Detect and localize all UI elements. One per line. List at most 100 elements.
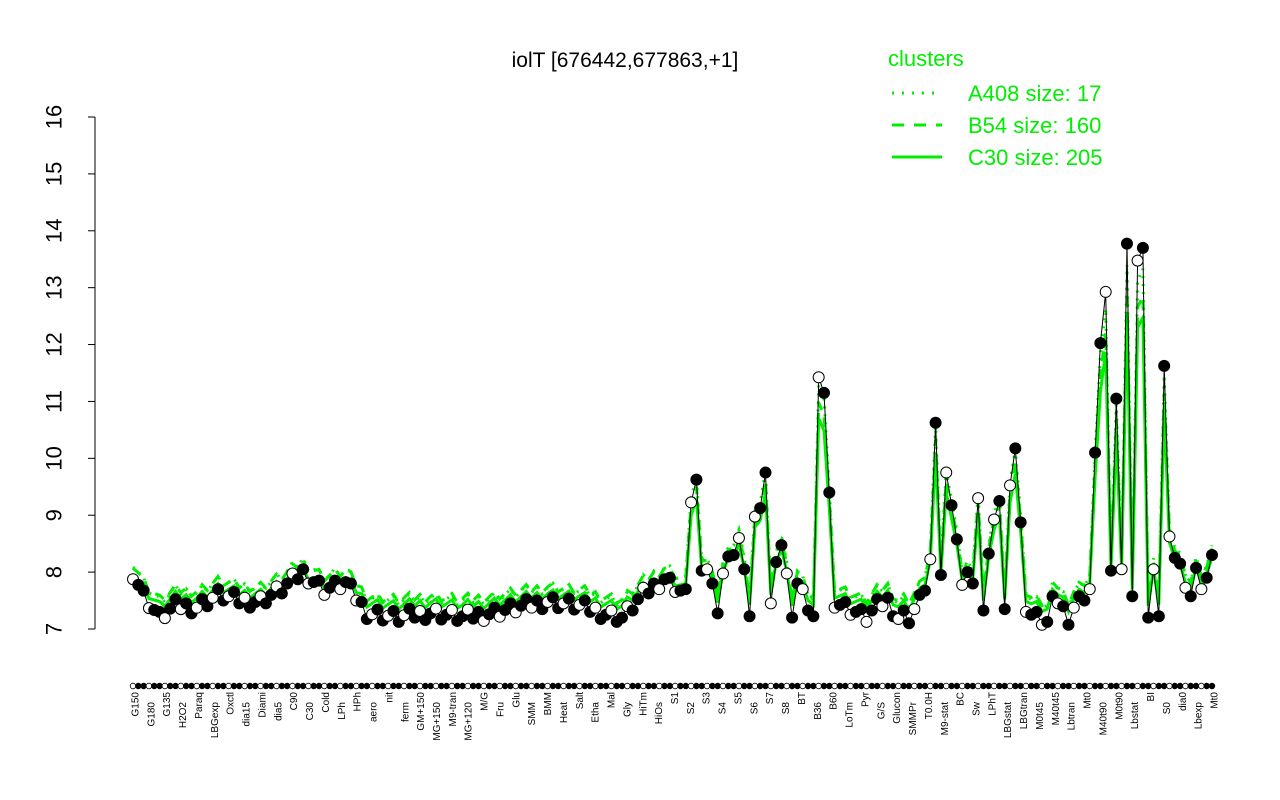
condition-marker — [735, 682, 743, 690]
data-point — [1083, 583, 1096, 596]
data-point — [1136, 241, 1149, 254]
condition-marker — [225, 682, 232, 690]
x-tick-label: S1 — [670, 692, 681, 705]
x-tick-label: M0t45 — [1035, 702, 1046, 730]
x-tick-label: HPh — [353, 692, 364, 711]
condition-marker — [624, 682, 631, 690]
condition-marker — [576, 682, 583, 690]
x-tick-label: HiTm — [638, 692, 649, 716]
data-point — [1004, 479, 1017, 492]
condition-marker — [1054, 682, 1062, 690]
x-tick-label: dia15 — [242, 702, 253, 727]
data-point — [1057, 600, 1070, 613]
condition-marker — [1001, 682, 1008, 690]
condition-marker — [1208, 682, 1216, 690]
condition-marker — [230, 682, 238, 690]
condition-marker — [650, 682, 658, 690]
condition-marker — [900, 682, 907, 690]
data-point — [445, 604, 458, 617]
condition-marker — [741, 682, 748, 690]
condition-marker — [464, 682, 472, 690]
condition-marker — [294, 682, 301, 690]
condition-marker — [342, 682, 349, 690]
condition-marker — [794, 682, 801, 690]
condition-marker — [677, 682, 684, 690]
condition-marker — [974, 682, 982, 690]
condition-marker — [182, 682, 190, 690]
data-point — [972, 492, 985, 505]
condition-marker — [469, 682, 477, 690]
x-tick-label: BI — [1146, 692, 1157, 701]
data-point — [1115, 563, 1128, 576]
condition-marker — [1118, 682, 1125, 690]
condition-marker — [1176, 682, 1184, 690]
x-tick-label: G180 — [146, 702, 157, 727]
data-point — [1094, 337, 1107, 350]
x-tick-label: BT — [797, 692, 808, 705]
x-tick-label: C90 — [289, 692, 300, 711]
data-point — [812, 371, 825, 384]
condition-marker — [937, 682, 945, 690]
condition-marker — [996, 682, 1003, 690]
condition-marker — [544, 682, 551, 690]
condition-marker — [597, 682, 604, 690]
condition-marker — [427, 682, 434, 690]
data-point — [137, 584, 150, 597]
data-point — [663, 571, 676, 584]
data-point — [685, 496, 698, 509]
condition-marker — [406, 682, 413, 690]
condition-marker — [767, 682, 775, 690]
data-point — [711, 607, 724, 620]
data-point — [1147, 563, 1160, 576]
condition-marker — [193, 682, 200, 690]
condition-marker — [161, 682, 169, 690]
condition-marker — [804, 682, 812, 690]
data-point — [313, 574, 326, 587]
data-point — [1158, 359, 1171, 372]
data-point — [770, 556, 783, 569]
x-tick-label: Mt0 — [1210, 692, 1221, 709]
data-point — [1206, 549, 1218, 562]
condition-marker — [629, 682, 636, 690]
data-point — [796, 583, 809, 596]
data-point — [690, 473, 703, 486]
data-point — [860, 615, 873, 628]
data-point — [1200, 571, 1213, 584]
y-axis: 7 8 9 10 11 12 13 14 15 16 — [42, 105, 96, 635]
x-tick-label: Gly — [622, 702, 633, 717]
x-tick-label: aero — [369, 702, 380, 722]
data-point — [546, 591, 559, 604]
condition-marker — [618, 682, 626, 690]
data-point — [982, 547, 995, 560]
condition-marker — [501, 682, 509, 690]
x-tick-label: S5 — [734, 692, 745, 705]
data-point — [626, 604, 639, 617]
x-tick-label: B36 — [813, 702, 824, 720]
condition-marker — [432, 682, 440, 690]
condition-marker — [953, 682, 961, 690]
legend-entry-b54: B54 size: 160 — [968, 113, 1101, 138]
data-point — [344, 577, 357, 590]
x-tick-label: Etha — [591, 702, 602, 723]
condition-marker — [491, 682, 498, 690]
condition-marker — [188, 682, 195, 690]
data-point — [966, 577, 979, 590]
data-point — [281, 577, 294, 590]
data-point — [993, 495, 1006, 507]
data-point — [1014, 516, 1027, 529]
condition-marker — [1028, 682, 1035, 690]
data-point — [1195, 583, 1208, 596]
data-point — [371, 603, 384, 616]
condition-marker — [555, 682, 562, 690]
data-point — [1126, 590, 1139, 603]
condition-marker — [257, 682, 264, 690]
data-point — [679, 583, 692, 596]
condition-marker — [475, 682, 482, 690]
condition-marker — [857, 682, 865, 690]
condition-marker — [698, 682, 705, 690]
condition-marker — [788, 682, 796, 690]
data-point — [1179, 581, 1192, 594]
condition-marker — [1075, 682, 1083, 690]
condition-marker — [719, 682, 727, 690]
data-point — [562, 592, 575, 605]
